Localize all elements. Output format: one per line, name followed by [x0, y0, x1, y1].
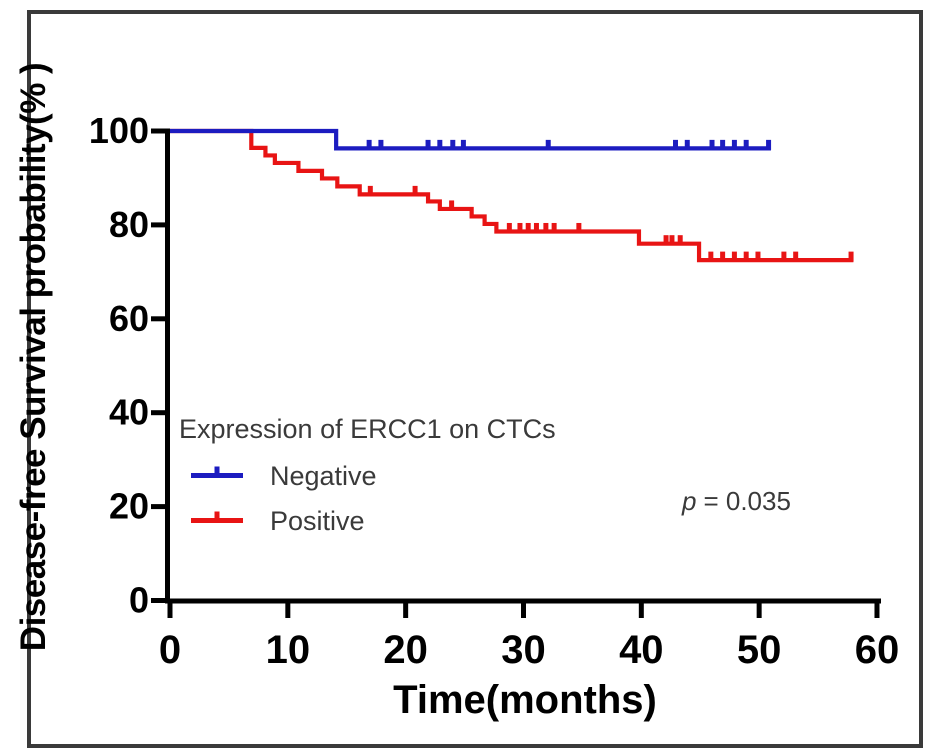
curve-path — [170, 128, 771, 151]
p-symbol: p — [681, 486, 696, 516]
legend-swatch-negative — [191, 466, 243, 478]
p-value-text: = 0.035 — [703, 486, 790, 516]
survival-curves — [170, 128, 854, 263]
survival-curve-negative — [170, 128, 772, 151]
y-tick-label: 60 — [109, 298, 149, 339]
x-tick-label: 60 — [855, 628, 900, 672]
x-tick-label: 20 — [383, 628, 428, 672]
survival-curve-positive — [170, 128, 854, 263]
x-tick-label: 30 — [501, 628, 546, 672]
y-tick-label: 100 — [89, 110, 149, 151]
p-value-annotation: p = 0.035 — [681, 486, 791, 516]
legend-swatches — [191, 466, 243, 523]
x-axis-title: Time(months) — [393, 678, 657, 722]
y-tick-label: 0 — [129, 580, 149, 621]
legend-title: Expression of ERCC1 on CTCs — [179, 414, 556, 444]
axis-ticks: 0 10 20 30 40 50 60 0 20 40 60 80 100 — [89, 110, 899, 672]
legend-swatch-positive — [191, 511, 243, 523]
y-tick-label: 40 — [109, 392, 149, 433]
figure-border — [27, 10, 923, 748]
y-tick-label: 80 — [109, 204, 149, 245]
legend-item-positive-label: Positive — [270, 506, 365, 536]
y-axis-title: Disease-free Survival probability(% ) — [14, 63, 53, 651]
x-tick-label: 10 — [266, 628, 311, 672]
y-tick-label: 20 — [109, 486, 149, 527]
x-tick-label: 0 — [159, 628, 181, 672]
legend-item-negative-label: Negative — [270, 461, 377, 491]
x-tick-label: 50 — [737, 628, 782, 672]
x-tick-label: 40 — [619, 628, 664, 672]
